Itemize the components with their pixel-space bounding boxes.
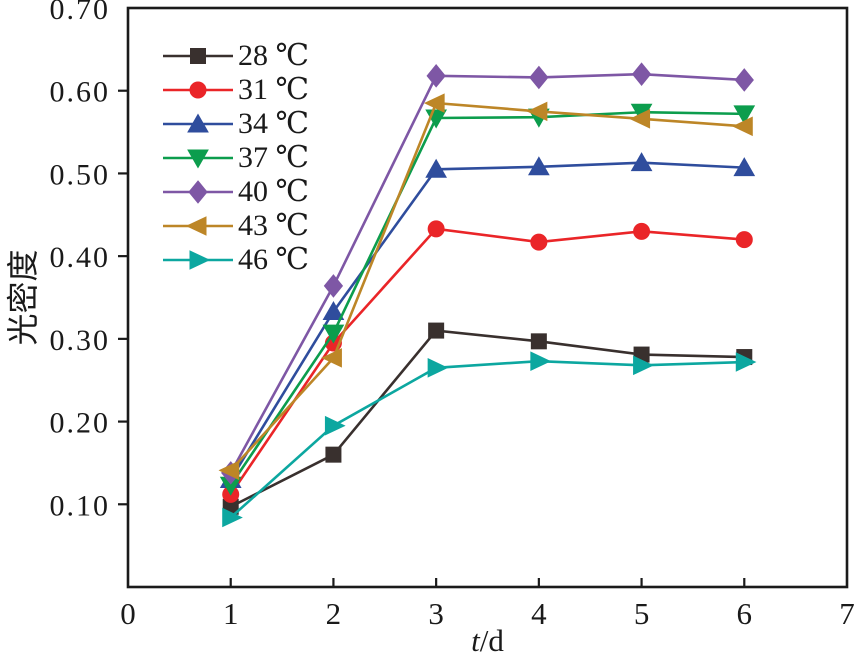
triangle-up-marker <box>187 113 209 133</box>
series-line <box>230 329 745 508</box>
series-line <box>229 110 745 486</box>
series-28℃ <box>222 322 753 515</box>
triangle-down-marker <box>733 105 756 125</box>
y-tick-label: 0.40 <box>50 241 111 274</box>
square-marker <box>325 446 342 463</box>
triangle-left-marker <box>526 101 548 122</box>
triangle-left-marker <box>321 348 342 368</box>
triangle-up-marker <box>527 156 550 176</box>
y-tick-label: 0.20 <box>50 407 111 440</box>
x-axis-label: t/d <box>471 623 504 658</box>
legend-item: 34 ℃ <box>161 107 309 141</box>
triangle-right-marker <box>735 352 757 372</box>
square-marker <box>428 322 445 339</box>
legend-label: 31 ℃ <box>238 73 310 106</box>
x-tick-label: 2 <box>326 596 342 631</box>
circle-marker <box>735 231 753 249</box>
legend-item: 43 ℃ <box>161 209 309 243</box>
diamond-marker <box>323 274 344 298</box>
series-line <box>229 161 745 481</box>
circle-marker <box>189 81 207 99</box>
legend-label: 46 ℃ <box>238 243 310 276</box>
legend-label: 34 ℃ <box>238 107 310 140</box>
x-tick-label: 0 <box>120 596 136 631</box>
triangle-right-marker <box>324 415 346 436</box>
x-tick-label: 6 <box>737 596 753 631</box>
legend-item: 28 ℃ <box>161 39 309 73</box>
legend-triangle-left-icon <box>163 216 233 236</box>
x-tick-label: 4 <box>531 596 547 631</box>
legend-item: 40 ℃ <box>161 175 309 209</box>
y-tick-label: 0.70 <box>50 0 111 26</box>
diamond-marker <box>426 64 446 88</box>
y-tick-label: 0.60 <box>50 76 111 109</box>
legend-label: 43 ℃ <box>238 209 310 242</box>
chart-legend: 28 ℃ 31 ℃ 34 ℃ 37 ℃ 40 ℃ 43 ℃ 46 ℃ <box>161 39 309 277</box>
legend-label: 40 ℃ <box>238 175 310 208</box>
legend-triangle-right-icon <box>163 250 233 270</box>
circle-marker <box>427 220 445 238</box>
triangle-up-marker <box>322 301 345 321</box>
diamond-marker <box>631 62 652 86</box>
y-tick-label: 0.50 <box>50 158 111 191</box>
triangle-right-marker <box>530 351 552 371</box>
series-line <box>229 359 745 519</box>
legend-circle-icon <box>163 81 233 99</box>
triangle-left-marker <box>185 216 207 236</box>
y-tick-label: 0.10 <box>50 489 111 522</box>
legend-triangle-down-icon <box>163 149 233 169</box>
triangle-up-marker <box>630 152 653 172</box>
square-marker <box>190 48 206 64</box>
triangle-left-marker <box>218 460 240 481</box>
series-line <box>229 101 745 472</box>
triangle-right-marker <box>633 355 654 376</box>
series-31℃ <box>222 220 753 503</box>
legend-label: 37 ℃ <box>238 141 310 174</box>
circle-marker <box>530 233 548 251</box>
triangle-right-marker <box>222 507 243 528</box>
series-line <box>229 72 745 474</box>
triangle-right-marker <box>427 358 449 378</box>
series-line <box>229 227 745 496</box>
diamond-marker <box>734 68 754 92</box>
series-46℃ <box>222 351 757 528</box>
legend-item: 46 ℃ <box>161 243 309 277</box>
triangle-left-marker <box>732 116 753 137</box>
triangle-left-marker <box>423 93 445 113</box>
triangle-left-marker <box>629 109 651 129</box>
series-43℃ <box>218 93 753 481</box>
y-tick-label: 0.30 <box>50 324 111 357</box>
triangle-right-marker <box>189 250 211 270</box>
series-34℃ <box>219 152 756 488</box>
diamond-marker <box>188 180 208 204</box>
triangle-up-marker <box>733 157 756 177</box>
y-axis-label: 光密度 <box>5 249 41 345</box>
legend-diamond-icon <box>163 180 233 204</box>
x-tick-label: 1 <box>223 596 239 631</box>
circle-marker <box>633 222 651 240</box>
x-tick-label: 5 <box>634 596 650 631</box>
diamond-marker <box>529 65 549 90</box>
triangle-down-marker <box>322 324 345 344</box>
legend-item: 31 ℃ <box>161 73 309 107</box>
triangle-down-marker <box>187 149 209 169</box>
legend-square-icon <box>163 48 233 64</box>
axis-frame <box>126 6 849 589</box>
legend-triangle-up-icon <box>163 113 233 133</box>
legend-item: 37 ℃ <box>161 141 309 175</box>
legend-label: 28 ℃ <box>238 39 310 72</box>
square-marker <box>530 333 547 350</box>
x-tick-label: 3 <box>428 596 444 631</box>
x-tick-label: 7 <box>839 596 855 631</box>
triangle-up-marker <box>425 158 448 178</box>
